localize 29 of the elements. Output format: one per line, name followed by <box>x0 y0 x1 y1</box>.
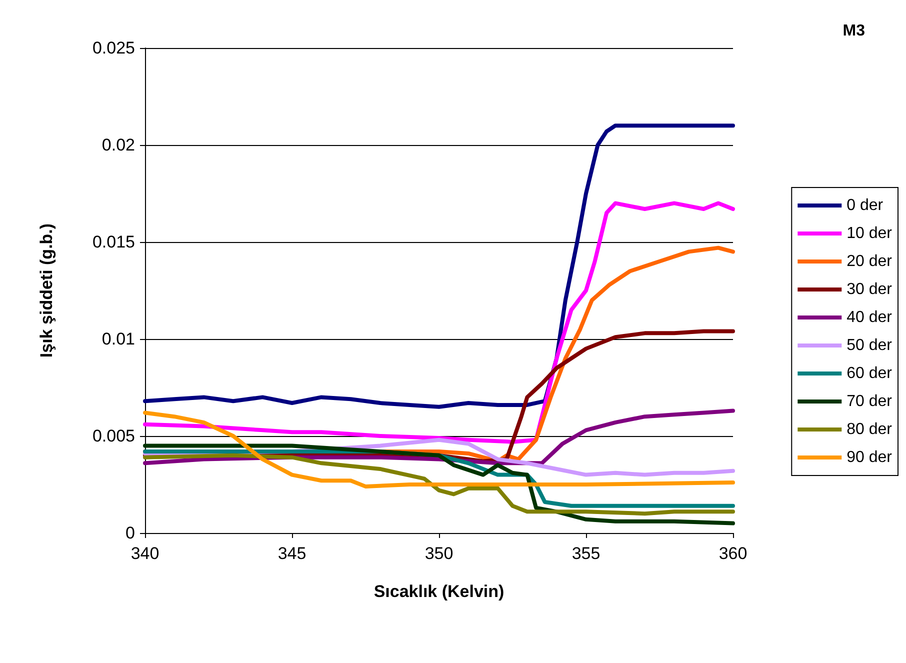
x-tick-label: 355 <box>572 544 600 563</box>
legend-label: 50 der <box>846 337 893 354</box>
text: M3 <box>842 22 866 40</box>
legend-label: 70 der <box>846 393 893 410</box>
x-axis-title: Sıcaklık (Kelvin) <box>374 582 504 601</box>
line-series <box>143 201 735 444</box>
x-tick-label: 350 <box>424 544 454 563</box>
y-tick-label: 0 <box>126 524 135 542</box>
y-tick-label: 0.02 <box>102 136 135 154</box>
legend-label: 20 der <box>846 253 893 270</box>
line-series <box>143 453 735 516</box>
legend-label: 40 der <box>846 309 893 326</box>
legend-label: 90 der <box>846 449 893 466</box>
y-tick-label: 0.005 <box>92 426 135 446</box>
y-tick-label: 0.025 <box>92 38 135 58</box>
x-tick-label: 340 <box>130 544 160 563</box>
line-series <box>143 124 735 409</box>
y-tick-label: 0.015 <box>92 232 135 252</box>
legend-label: 80 der <box>846 421 893 438</box>
x-tick-label: 360 <box>718 544 748 563</box>
y-axis-title: Işık şiddeti (g.b.) <box>37 223 56 358</box>
legend-label: 10 der <box>846 225 893 242</box>
legend-label: 30 der <box>846 281 893 298</box>
line-series <box>143 444 735 526</box>
y-tick-label: 0.01 <box>102 330 135 348</box>
line-series <box>143 410 735 488</box>
legend-label: 0 der <box>846 197 884 214</box>
x-tick-label: 345 <box>278 544 306 563</box>
legend-label: 60 der <box>846 365 893 382</box>
